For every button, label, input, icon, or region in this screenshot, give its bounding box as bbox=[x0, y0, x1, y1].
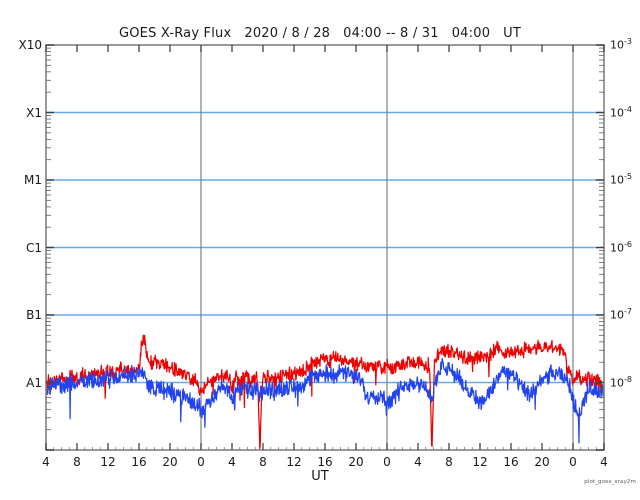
series-short-channel bbox=[46, 357, 604, 444]
exponent-base: 10 bbox=[610, 308, 624, 322]
x-tick-label: 20 bbox=[348, 455, 364, 469]
exponent-value: -8 bbox=[624, 374, 632, 384]
watermark-label: plot_goes_xray2m bbox=[584, 479, 636, 485]
data-series-group bbox=[46, 334, 604, 450]
exponent-base: 10 bbox=[610, 376, 624, 389]
y-axis-ticks bbox=[46, 44, 604, 451]
y-axis-label-x10: X10 bbox=[18, 38, 43, 52]
exponent-base: 10 bbox=[610, 106, 624, 119]
y-axis-right-label-1e-7: 10-7 bbox=[610, 306, 632, 322]
x-axis-tick-labels: 4 8 12 16 20 0 4 8 12 16 20 0 4 8 12 16 20 0 4 bbox=[0, 455, 640, 473]
y-axis-label-m1: M1 bbox=[24, 173, 42, 187]
x-tick-label: 0 bbox=[197, 455, 205, 469]
y-axis-right-label-1e-8: 10-8 bbox=[610, 374, 632, 389]
x-tick-label: 16 bbox=[317, 455, 333, 469]
y-axis-label-a1: A1 bbox=[26, 375, 42, 390]
x-axis-ticks bbox=[45, 45, 605, 450]
x-tick-label: 8 bbox=[73, 455, 81, 469]
x-tick-label: 4 bbox=[228, 455, 236, 469]
y-axis-left-labels: X10 X1 M1 C1 B1 A1 bbox=[0, 0, 43, 500]
y-axis-label-c1: C1 bbox=[25, 240, 42, 255]
exponent-value: -6 bbox=[624, 239, 632, 249]
y-axis-label-b1: B1 bbox=[26, 308, 42, 322]
y-axis-label-x1: X1 bbox=[26, 105, 42, 120]
y-axis-right-label-1e-3: 10-3 bbox=[610, 36, 632, 52]
x-tick-label: 12 bbox=[100, 455, 116, 469]
x-tick-label: 12 bbox=[472, 455, 488, 469]
exponent-base: 10 bbox=[610, 173, 624, 187]
y-axis-right-label-1e-5: 10-5 bbox=[610, 171, 632, 187]
page-title: GOES X-Ray Flux 2020 / 8 / 28 04:00 -- 8… bbox=[118, 26, 522, 41]
y-axis-right-label-1e-4: 10-4 bbox=[610, 104, 632, 119]
x-tick-label: 20 bbox=[534, 455, 550, 469]
x-tick-label: 20 bbox=[162, 455, 178, 469]
series-long-channel bbox=[46, 334, 603, 450]
x-tick-label: 4 bbox=[414, 455, 422, 469]
exponent-base: 10 bbox=[610, 38, 624, 52]
y-axis-right-labels: 10-3 10-4 10-5 10-6 10-7 10-8 bbox=[610, 0, 640, 500]
horizontal-gridlines bbox=[46, 111, 604, 384]
exponent-value: -5 bbox=[624, 171, 632, 181]
x-tick-label: 16 bbox=[503, 455, 519, 469]
x-tick-label: 16 bbox=[131, 455, 147, 469]
x-tick-label: 8 bbox=[445, 455, 453, 469]
x-tick-label: 0 bbox=[569, 455, 577, 469]
x-tick-label: 4 bbox=[42, 455, 50, 469]
exponent-value: -3 bbox=[624, 36, 632, 46]
x-tick-label: 0 bbox=[383, 455, 391, 469]
x-tick-label: 8 bbox=[259, 455, 267, 469]
exponent-value: -4 bbox=[624, 104, 632, 114]
exponent-base: 10 bbox=[610, 241, 624, 254]
x-tick-label: 12 bbox=[286, 455, 302, 469]
x-axis-title: UT bbox=[311, 469, 329, 484]
x-tick-label: 4 bbox=[600, 455, 608, 469]
y-axis-right-label-1e-6: 10-6 bbox=[610, 239, 632, 254]
exponent-value: -7 bbox=[624, 306, 632, 316]
